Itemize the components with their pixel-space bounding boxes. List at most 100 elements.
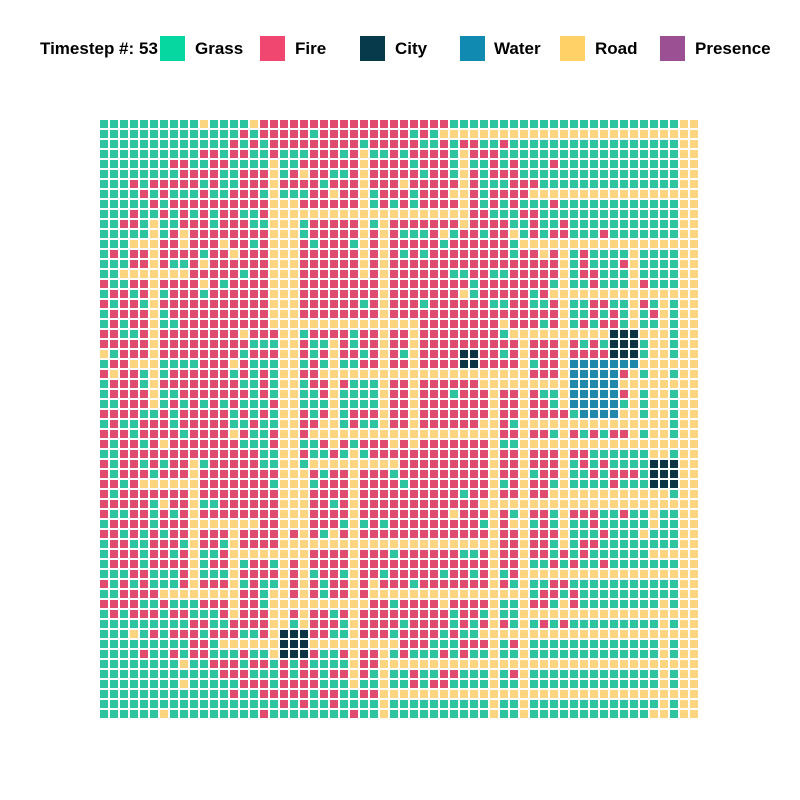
grid-cell-road [660,290,668,298]
grid-cell-fire [220,200,228,208]
grid-cell-fire [250,320,258,328]
grid-cell-road [360,150,368,158]
grid-cell-grass [220,400,228,408]
grid-cell-grass [520,230,528,238]
grid-cell-fire [570,430,578,438]
grid-cell-road [280,600,288,608]
grid-cell-road [650,130,658,138]
grid-cell-grass [410,650,418,658]
grid-cell-fire [500,190,508,198]
grid-cell-fire [490,290,498,298]
grid-cell-fire [360,660,368,668]
grid-cell-city [460,350,468,358]
grid-cell-road [550,500,558,508]
grid-cell-fire [420,570,428,578]
grid-cell-grass [670,250,678,258]
grid-cell-road [680,230,688,238]
grid-cell-grass [600,310,608,318]
grid-cell-fire [290,120,298,128]
grid-cell-grass [470,630,478,638]
grid-cell-grass [260,420,268,428]
grid-cell-fire [580,350,588,358]
grid-cell-road [350,560,358,568]
grid-cell-fire [330,670,338,678]
grid-cell-fire [590,540,598,548]
grid-cell-fire [130,450,138,458]
grid-cell-fire [300,700,308,708]
grid-cell-fire [110,600,118,608]
grid-cell-road [350,320,358,328]
grid-cell-grass [440,700,448,708]
grid-cell-fire [240,590,248,598]
grid-cell-grass [300,330,308,338]
grid-cell-grass [620,600,628,608]
grid-cell-road [380,240,388,248]
grid-cell-grass [250,630,258,638]
grid-cell-grass [670,490,678,498]
grid-cell-grass [470,550,478,558]
grid-cell-fire [330,450,338,458]
grid-cell-fire [410,520,418,528]
grid-cell-grass [210,550,218,558]
grid-cell-fire [430,460,438,468]
grid-cell-grass [560,670,568,678]
grid-cell-fire [330,560,338,568]
grid-cell-grass [120,690,128,698]
grid-cell-road [660,380,668,388]
grid-cell-road [490,610,498,618]
grid-cell-grass [590,250,598,258]
grid-cell-grass [220,130,228,138]
grid-cell-road [330,410,338,418]
grid-cell-grass [560,560,568,568]
grid-cell-fire [440,480,448,488]
grid-cell-fire [190,420,198,428]
grid-cell-fire [410,600,418,608]
grid-cell-grass [480,700,488,708]
grid-cell-grass [610,600,618,608]
grid-cell-grass [600,430,608,438]
grid-cell-grass [340,700,348,708]
grid-cell-fire [360,510,368,518]
grid-cell-fire [120,470,128,478]
grid-cell-fire [550,270,558,278]
grid-cell-grass [670,580,678,588]
grid-cell-fire [240,190,248,198]
grid-cell-road [470,660,478,668]
grid-cell-road [270,550,278,558]
grid-cell-fire [390,130,398,138]
grid-cell-grass [540,200,548,208]
grid-cell-grass [530,300,538,308]
grid-cell-grass [620,200,628,208]
grid-cell-grass [100,360,108,368]
grid-cell-fire [310,420,318,428]
grid-cell-road [680,670,688,678]
grid-cell-road [500,130,508,138]
grid-cell-grass [600,150,608,158]
grid-cell-fire [420,420,428,428]
grid-cell-grass [500,610,508,618]
grid-cell-fire [550,530,558,538]
grid-cell-grass [220,540,228,548]
grid-cell-grass [320,650,328,658]
grid-cell-fire [330,700,338,708]
grid-cell-road [670,190,678,198]
grid-cell-road [560,500,568,508]
grid-cell-fire [470,400,478,408]
grid-cell-fire [430,250,438,258]
grid-cell-grass [150,210,158,218]
grid-cell-road [480,380,488,388]
grid-cell-road [270,230,278,238]
grid-cell-grass [580,650,588,658]
grid-cell-fire [360,410,368,418]
grid-cell-fire [480,390,488,398]
grid-cell-grass [660,210,668,218]
grid-cell-road [210,520,218,528]
grid-cell-fire [530,310,538,318]
grid-cell-fire [300,450,308,458]
grid-cell-grass [500,640,508,648]
grid-cell-fire [110,550,118,558]
grid-cell-grass [570,270,578,278]
grid-cell-fire [400,280,408,288]
grid-cell-fire [460,320,468,328]
grid-cell-grass [310,690,318,698]
